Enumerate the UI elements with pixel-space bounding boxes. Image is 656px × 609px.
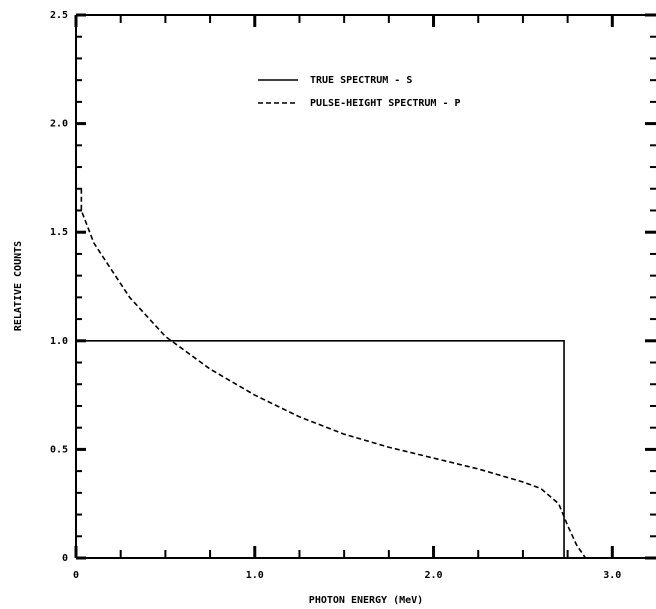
y-tick-label: 1.0 (50, 336, 68, 347)
y-tick-label: 2.5 (50, 10, 68, 21)
x-tick-label: 3.0 (603, 570, 621, 581)
x-tick-label: 1.0 (246, 570, 264, 581)
x-tick-label: 2.0 (425, 570, 443, 581)
legend-label: PULSE-HEIGHT SPECTRUM - P (310, 98, 461, 109)
x-tick-label: 0 (73, 570, 79, 581)
y-tick-label: 1.5 (50, 227, 68, 238)
data-line (80, 188, 587, 559)
data-line (76, 340, 565, 558)
x-axis-label: PHOTON ENERGY (MeV) (309, 595, 423, 606)
y-axis-label: RELATIVE COUNTS (13, 241, 24, 331)
y-tick-label: 0 (62, 553, 68, 564)
y-tick-label: 2.0 (50, 119, 68, 130)
legend-label: TRUE SPECTRUM - S (310, 75, 412, 86)
y-tick-label: 0.5 (50, 444, 68, 455)
